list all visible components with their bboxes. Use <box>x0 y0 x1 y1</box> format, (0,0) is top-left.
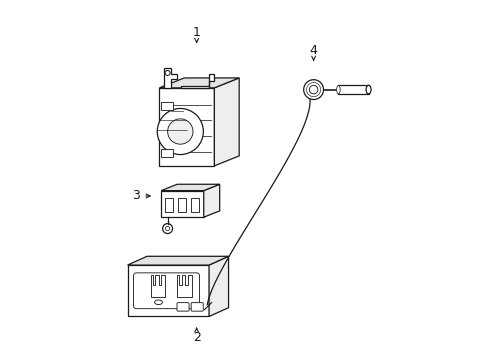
Circle shape <box>167 119 193 144</box>
Polygon shape <box>150 275 165 297</box>
Bar <box>178 198 185 212</box>
Circle shape <box>163 224 172 234</box>
Circle shape <box>165 71 170 76</box>
Polygon shape <box>161 191 203 217</box>
Polygon shape <box>159 88 214 166</box>
Polygon shape <box>127 265 209 316</box>
Circle shape <box>165 226 169 231</box>
Text: 3: 3 <box>132 189 150 202</box>
Bar <box>338 85 368 94</box>
Polygon shape <box>127 256 228 265</box>
Circle shape <box>157 108 203 154</box>
Polygon shape <box>214 78 239 166</box>
Bar <box>161 149 172 157</box>
FancyBboxPatch shape <box>191 303 203 311</box>
Text: 4: 4 <box>309 44 317 60</box>
Circle shape <box>309 85 317 94</box>
Text: 2: 2 <box>192 328 200 344</box>
Polygon shape <box>181 74 214 88</box>
Polygon shape <box>163 68 177 88</box>
Ellipse shape <box>336 85 340 94</box>
FancyBboxPatch shape <box>133 273 199 309</box>
Polygon shape <box>203 184 219 217</box>
Polygon shape <box>161 184 219 191</box>
Text: 1: 1 <box>192 26 200 42</box>
Bar <box>161 102 172 110</box>
Bar <box>165 198 173 212</box>
FancyBboxPatch shape <box>177 303 189 311</box>
Ellipse shape <box>366 85 370 94</box>
Bar <box>191 198 198 212</box>
Polygon shape <box>159 78 239 88</box>
Polygon shape <box>209 256 228 316</box>
Ellipse shape <box>154 300 162 305</box>
Polygon shape <box>177 275 192 297</box>
Circle shape <box>303 80 323 100</box>
